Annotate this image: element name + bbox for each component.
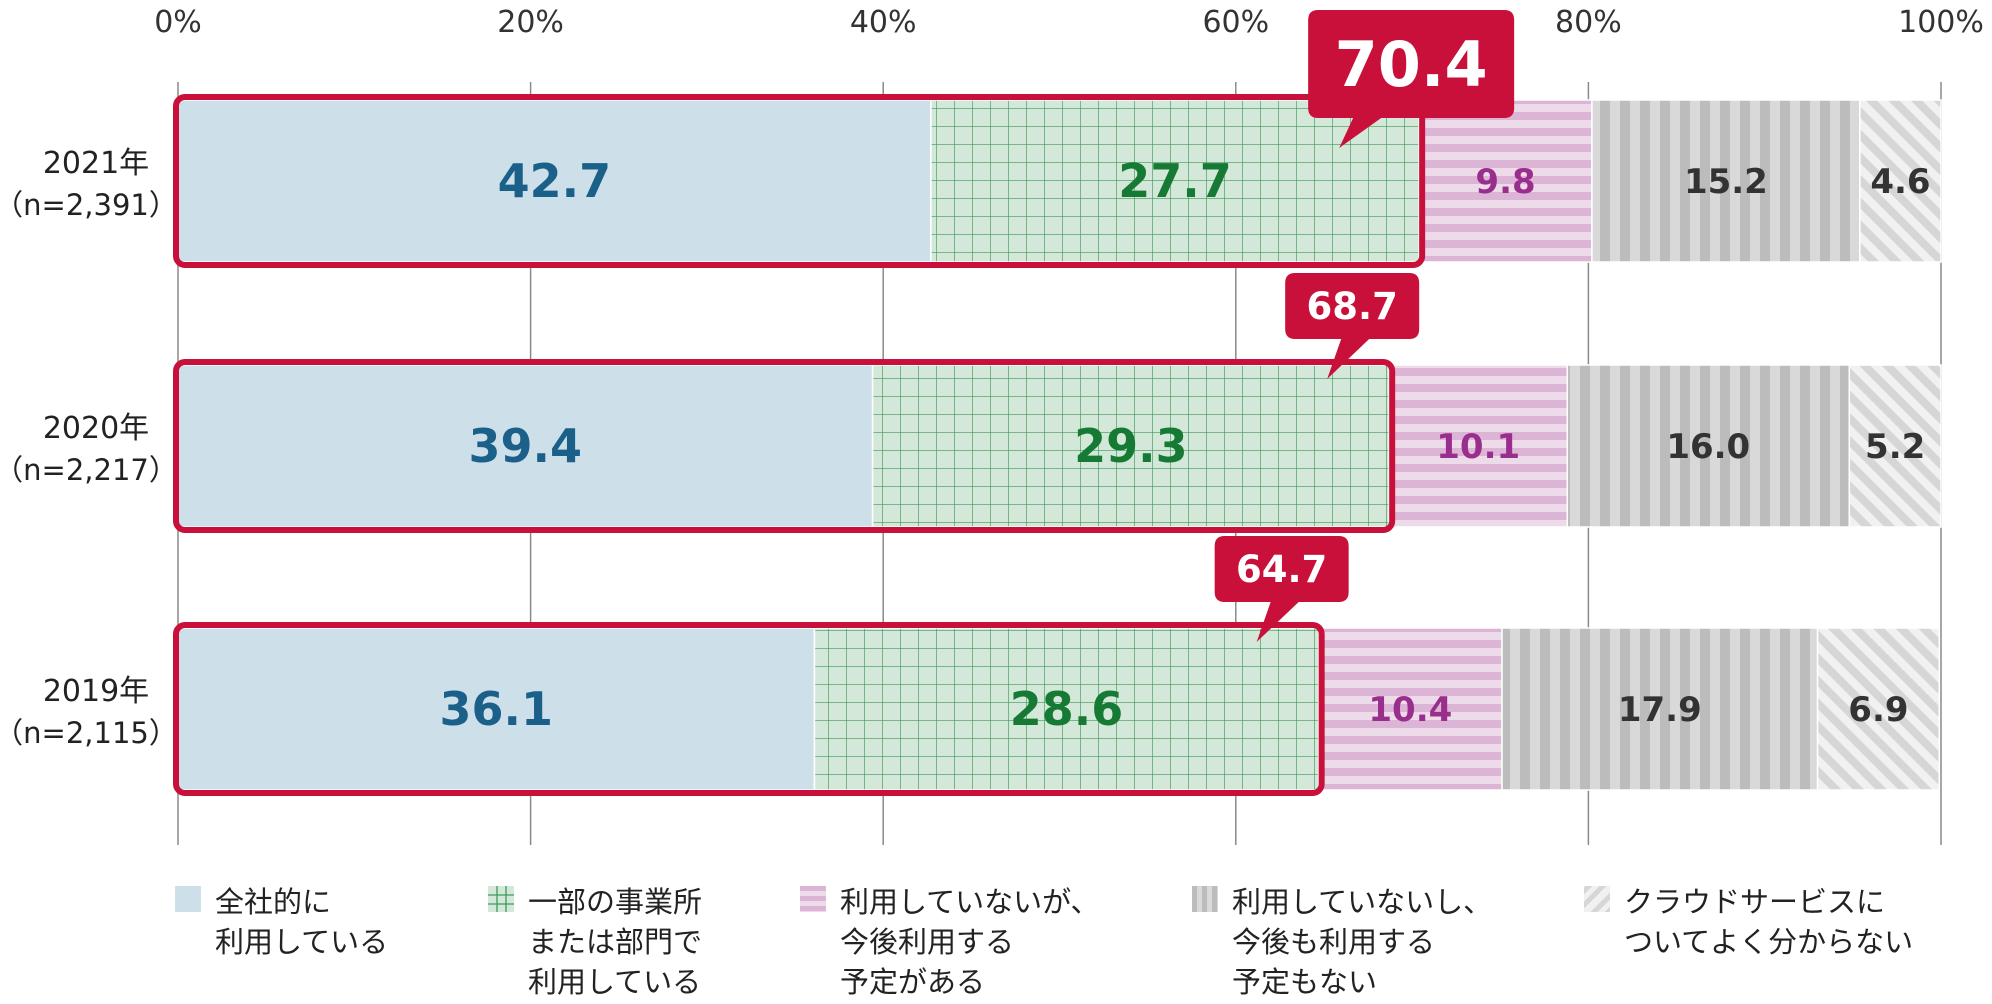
bar-segment xyxy=(813,627,1320,791)
data-label: 39.4 xyxy=(469,419,583,473)
callout-bubble xyxy=(1285,273,1420,379)
bar-segment xyxy=(1848,364,1942,528)
x-tick-label: 60% xyxy=(1202,5,1269,40)
category-n-label: （n=2,115） xyxy=(0,716,178,750)
callout-total-label: 68.7 xyxy=(1307,285,1398,328)
bar-segment xyxy=(177,364,874,528)
bar-segment xyxy=(1317,627,1503,791)
data-label: 5.2 xyxy=(1865,427,1925,467)
bar-segment xyxy=(177,99,932,263)
data-label: 42.7 xyxy=(498,154,612,208)
data-label: 10.4 xyxy=(1368,690,1452,730)
category-n-label: （n=2,217） xyxy=(0,453,178,487)
category-n-label: （n=2,391） xyxy=(0,188,178,222)
x-tick-label: 20% xyxy=(497,5,564,40)
category-label: 2020年 xyxy=(43,411,149,446)
bar-segment xyxy=(1591,99,1861,263)
bar-segment xyxy=(1388,364,1568,528)
highlight-frame xyxy=(173,622,1325,796)
highlight-frame xyxy=(173,94,1426,268)
bar-segment xyxy=(177,627,816,791)
bar-segment xyxy=(1859,99,1942,263)
data-label: 10.1 xyxy=(1436,427,1520,467)
highlight-frame xyxy=(173,359,1396,533)
bar-segment xyxy=(1816,627,1940,791)
bar-segment xyxy=(1566,364,1851,528)
category-label: 2019年 xyxy=(43,674,149,709)
data-label: 4.6 xyxy=(1870,162,1930,202)
callout-total-label: 70.4 xyxy=(1335,28,1488,101)
data-label: 29.3 xyxy=(1074,419,1188,473)
x-tick-label: 40% xyxy=(850,5,917,40)
bar-segment xyxy=(871,364,1390,528)
data-label: 36.1 xyxy=(439,682,553,736)
bar-segment xyxy=(1418,99,1593,263)
x-tick-label: 80% xyxy=(1555,5,1622,40)
x-tick-label: 0% xyxy=(154,5,202,40)
data-label: 28.6 xyxy=(1010,682,1124,736)
data-label: 6.9 xyxy=(1848,690,1908,730)
x-tick-label: 100% xyxy=(1898,5,1984,40)
data-label: 16.0 xyxy=(1666,427,1750,467)
callout-bubble xyxy=(1308,10,1515,148)
category-label: 2021年 xyxy=(43,146,149,181)
data-label: 15.2 xyxy=(1684,162,1768,202)
data-label: 9.8 xyxy=(1475,162,1535,202)
data-label: 17.9 xyxy=(1618,690,1702,730)
callout-total-label: 64.7 xyxy=(1236,548,1327,591)
bar-segment xyxy=(1501,627,1819,791)
data-label: 27.7 xyxy=(1118,154,1232,208)
callout-bubble xyxy=(1214,536,1349,642)
